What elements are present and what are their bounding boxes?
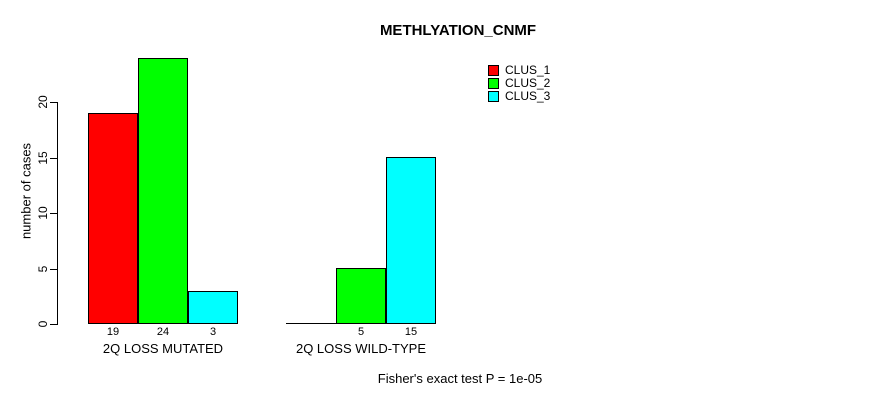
x-category-label: 2Q LOSS WILD-TYPE bbox=[295, 341, 427, 356]
y-tick-mark bbox=[50, 158, 57, 159]
bar-clus-3 bbox=[188, 291, 238, 324]
bar-value-label: 15 bbox=[404, 326, 418, 338]
bar-value-label: 5 bbox=[357, 326, 365, 338]
bar-clus-1-zero bbox=[286, 323, 336, 324]
y-axis-line bbox=[57, 102, 58, 325]
y-tick-mark bbox=[50, 269, 57, 270]
legend-label: CLUS_2 bbox=[505, 76, 551, 90]
legend-swatch bbox=[488, 91, 499, 102]
legend-swatch bbox=[488, 65, 499, 76]
y-axis-label: number of cases bbox=[18, 142, 34, 240]
bar-clus-1 bbox=[88, 113, 138, 324]
y-tick-mark bbox=[50, 324, 57, 325]
y-tick-label: 5 bbox=[36, 265, 50, 273]
legend-swatch bbox=[488, 78, 499, 89]
y-tick-label: 10 bbox=[36, 206, 50, 220]
legend-label: CLUS_3 bbox=[505, 89, 551, 103]
bar-value-label: 24 bbox=[156, 326, 170, 338]
y-tick-mark bbox=[50, 213, 57, 214]
x-category-label: 2Q LOSS MUTATED bbox=[102, 341, 224, 356]
bar-clus-2 bbox=[336, 268, 386, 324]
legend-item: CLUS_3 bbox=[488, 89, 551, 103]
y-tick-label: 20 bbox=[36, 95, 50, 109]
y-tick-mark bbox=[50, 102, 57, 103]
legend-item: CLUS_1 bbox=[488, 63, 551, 77]
bar-clus-2 bbox=[138, 58, 188, 324]
legend-label: CLUS_1 bbox=[505, 63, 551, 77]
y-tick-label: 0 bbox=[36, 320, 50, 328]
annotation-text: Fisher's exact test P = 1e-05 bbox=[377, 371, 543, 386]
bar-value-label: 3 bbox=[209, 326, 217, 338]
y-tick-label: 15 bbox=[36, 151, 50, 165]
legend-item: CLUS_2 bbox=[488, 76, 551, 90]
bar-value-label: 19 bbox=[106, 326, 120, 338]
chart-title: METHLYATION_CNMF bbox=[379, 22, 537, 39]
bar-clus-3 bbox=[386, 157, 436, 324]
